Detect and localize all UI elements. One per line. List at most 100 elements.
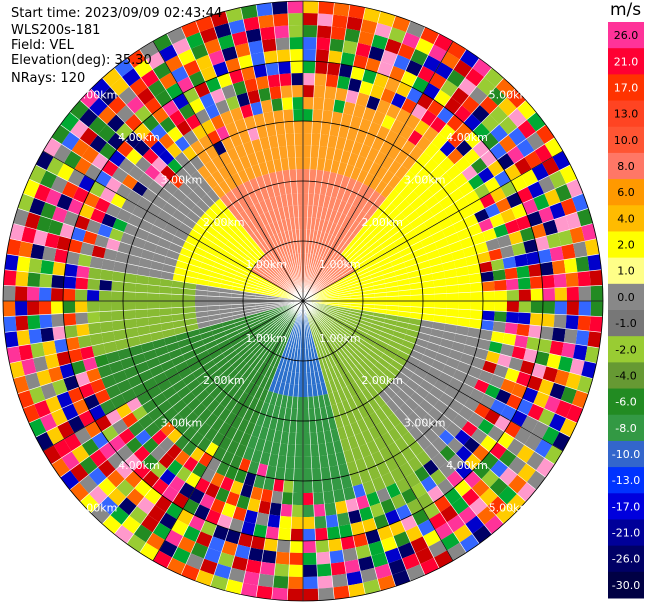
velocity-cell	[221, 502, 237, 518]
colorbar-swatch	[608, 519, 644, 547]
velocity-cell	[39, 301, 52, 315]
velocity-cell	[393, 451, 408, 468]
velocity-cell	[295, 432, 303, 445]
velocity-cell	[271, 405, 281, 419]
ray-separator	[302, 300, 603, 318]
velocity-cell	[245, 28, 262, 43]
velocity-cell	[309, 432, 319, 445]
colorbar-tick-label: 17.0	[614, 81, 639, 94]
velocity-cell	[210, 498, 226, 514]
velocity-cell	[153, 550, 173, 569]
velocity-cell	[431, 133, 448, 150]
velocity-cell	[197, 150, 212, 166]
velocity-cell	[40, 382, 57, 400]
velocity-cell	[319, 274, 329, 285]
velocity-cell	[324, 86, 337, 100]
velocity-cell	[231, 401, 243, 416]
velocity-cell	[387, 145, 402, 161]
velocity-cell	[188, 361, 203, 373]
velocity-cell	[325, 514, 339, 528]
velocity-cell	[279, 515, 292, 529]
velocity-cell	[524, 433, 543, 452]
velocity-cell	[267, 267, 278, 277]
velocity-cell	[321, 357, 329, 370]
velocity-cell	[33, 229, 48, 247]
velocity-cell	[190, 416, 205, 432]
velocity-cell	[211, 431, 225, 447]
velocity-cell	[345, 89, 359, 104]
velocity-cell	[252, 265, 265, 275]
velocity-cell	[249, 177, 260, 192]
velocity-cell	[275, 246, 284, 259]
velocity-cell	[391, 15, 411, 33]
velocity-cell	[422, 307, 435, 315]
velocity-cell	[70, 463, 89, 483]
velocity-cell	[422, 459, 439, 476]
velocity-cell	[271, 587, 288, 601]
velocity-cell	[281, 218, 289, 232]
velocity-cell	[351, 333, 364, 344]
velocity-cell	[324, 309, 337, 316]
velocity-cell	[366, 95, 381, 111]
velocity-cell	[430, 421, 446, 437]
velocity-cell	[362, 172, 375, 187]
velocity-cell	[310, 254, 316, 267]
velocity-cell	[343, 343, 354, 355]
ray-separator	[22, 300, 304, 409]
velocity-cell	[390, 257, 404, 267]
velocity-cell	[469, 86, 488, 105]
velocity-cell	[303, 73, 315, 86]
velocity-cell	[265, 123, 277, 137]
velocity-cell	[269, 196, 279, 210]
velocity-cell	[260, 488, 273, 503]
velocity-cell	[380, 237, 394, 249]
colorbar-swatch	[608, 336, 644, 363]
velocity-cell	[260, 99, 273, 114]
elevation-label: Elevation(deg): 35.30	[11, 53, 152, 68]
velocity-cell	[405, 378, 420, 392]
velocity-cell	[273, 315, 285, 324]
velocity-cell	[311, 456, 321, 469]
velocity-cell	[340, 52, 356, 67]
velocity-cell	[152, 522, 171, 541]
velocity-cell	[285, 309, 295, 318]
velocity-cell	[310, 281, 319, 292]
ray-separator	[302, 300, 584, 409]
velocity-cell	[479, 95, 499, 115]
velocity-cell	[368, 190, 381, 204]
velocity-cell	[274, 330, 284, 342]
velocity-cell	[337, 308, 350, 314]
velocity-cell	[303, 576, 319, 589]
velocity-cell	[243, 301, 256, 305]
velocity-cell	[28, 418, 47, 438]
velocity-cell	[230, 337, 243, 347]
ray-separator	[13, 223, 304, 302]
velocity-cell	[271, 183, 281, 197]
velocity-cell	[153, 33, 173, 52]
velocity-cell	[312, 322, 320, 334]
velocity-cell	[184, 411, 199, 426]
velocity-cell	[195, 569, 215, 587]
velocity-cell	[323, 283, 336, 291]
velocity-cell	[243, 472, 257, 487]
velocity-cell	[534, 235, 550, 252]
velocity-cell	[406, 498, 423, 515]
velocity-cell	[480, 319, 494, 332]
velocity-cell	[188, 334, 203, 345]
velocity-cell	[206, 399, 220, 413]
velocity-cell	[366, 384, 379, 399]
velocity-cell	[235, 360, 247, 373]
velocity-cell	[250, 535, 266, 550]
velocity-cell	[360, 316, 373, 324]
velocity-cell	[159, 314, 173, 324]
velocity-cell	[263, 238, 273, 251]
velocity-cell	[356, 325, 369, 334]
velocity-cell	[210, 11, 229, 28]
velocity-cell	[346, 276, 360, 284]
velocity-cell	[303, 396, 309, 409]
velocity-cell	[286, 395, 293, 409]
velocity-cell	[286, 268, 294, 280]
velocity-cell	[101, 213, 117, 228]
velocity-cell	[395, 504, 412, 521]
ray-separator	[302, 223, 593, 302]
